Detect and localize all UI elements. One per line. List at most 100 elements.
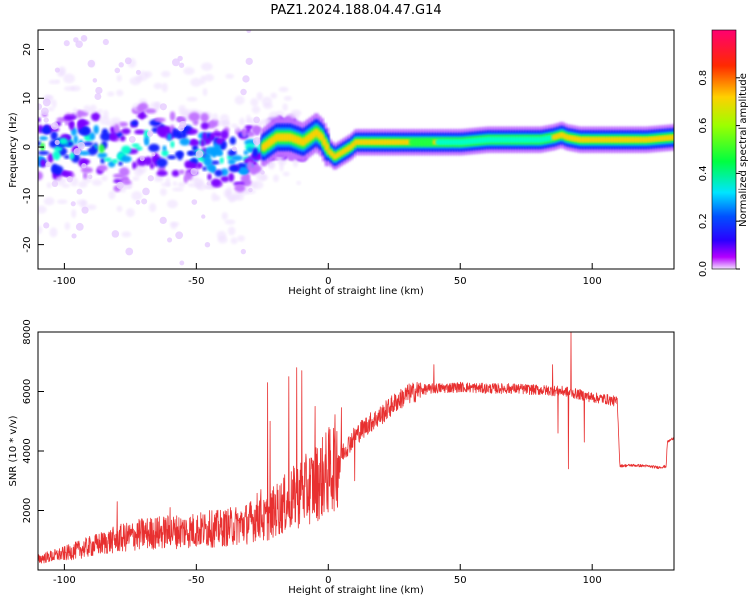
- spectrogram-cell: [71, 233, 77, 239]
- spectrogram-cell: [207, 173, 212, 181]
- spectrogram-cell: [161, 182, 172, 187]
- spectrogram-cell: [263, 141, 269, 149]
- spectrogram-cell: [139, 102, 149, 111]
- spectrogram-cell: [593, 137, 599, 143]
- spectrogram-cell: [111, 230, 120, 238]
- spectrogram-cell: [211, 192, 218, 202]
- colorbar-tick-label: 0.2: [698, 213, 709, 229]
- spectrogram-cell: [63, 154, 70, 159]
- spectrogram-cell: [186, 151, 199, 156]
- spectrogram-cell: [203, 156, 213, 167]
- spectrogram-cell: [440, 139, 446, 145]
- spectrogram-cell: [530, 137, 536, 143]
- spectrogram-cell: [186, 96, 198, 102]
- spectrogram-cell: [477, 138, 483, 143]
- colorbar-tick-label: 0.4: [698, 165, 709, 181]
- spectrogram-cell: [43, 117, 49, 123]
- spectrogram-cell: [172, 128, 178, 137]
- spectrogram-cell: [135, 200, 141, 205]
- spectrogram-cell: [186, 162, 198, 169]
- spectrogram-x-axis-label: Height of straight line (km): [288, 286, 424, 297]
- snr-x-tick-label: 100: [583, 575, 602, 586]
- spectrogram-cell: [188, 139, 200, 146]
- spectrogram-cell: [567, 135, 573, 141]
- spectrogram-cell: [285, 133, 290, 141]
- spectrogram-cell: [200, 122, 210, 130]
- spectrogram-cell: [207, 121, 216, 129]
- spectrogram-cell: [176, 150, 184, 161]
- spectrogram-cell: [636, 137, 641, 143]
- spectrogram-y-axis-label: Frequency (Hz): [8, 112, 19, 188]
- spectrogram-cell: [519, 137, 525, 143]
- spectrogram-cell: [217, 230, 227, 241]
- spectrogram-cell: [324, 143, 330, 151]
- spectrogram-cell: [171, 58, 180, 67]
- spectrogram-cell: [380, 139, 385, 145]
- spectrogram-cell: [546, 135, 551, 141]
- spectrogram-cell: [246, 160, 254, 171]
- spectrogram-cell: [469, 138, 475, 144]
- spectrogram-cell: [83, 105, 92, 114]
- spectrogram-cell: [99, 116, 111, 125]
- spectrogram-cell: [628, 137, 633, 143]
- spectrogram-cell: [456, 139, 462, 145]
- spectrogram-cell: [76, 109, 83, 119]
- spectrogram-cell: [630, 137, 636, 143]
- spectrogram-cell: [109, 133, 118, 141]
- spectrogram-cell: [435, 139, 441, 145]
- spectrogram-cell: [149, 202, 157, 213]
- spectrogram-cell: [156, 170, 168, 177]
- spectrogram-cell: [244, 125, 254, 130]
- spectrogram-cell: [657, 136, 662, 141]
- spectrogram-cell: [118, 62, 124, 68]
- spectrogram-cell: [332, 154, 338, 160]
- spectrogram-cell: [295, 136, 301, 144]
- spectrogram-cell: [228, 165, 240, 173]
- spectrogram-cell: [142, 187, 150, 196]
- spectrogram-cell: [646, 137, 652, 142]
- spectrogram-cell: [129, 76, 142, 86]
- spectrogram-cell: [504, 137, 509, 143]
- spectrogram-cell: [112, 173, 125, 179]
- spectrogram-cell: [665, 135, 670, 141]
- spectrogram-cell: [220, 175, 230, 183]
- spectrogram-cell: [124, 57, 132, 65]
- spectrogram-y-tick-label: -20: [22, 236, 33, 252]
- spectrogram-cell: [38, 225, 43, 235]
- spectrogram-cell: [343, 147, 348, 153]
- spectrogram-cell: [159, 103, 167, 111]
- spectrogram-cell: [38, 117, 41, 123]
- colorbar-tick-label: 0.0: [698, 261, 709, 277]
- spectrogram-cell: [58, 137, 68, 145]
- spectrogram-cell: [472, 138, 478, 144]
- spectrogram-cell: [196, 163, 203, 169]
- spectrogram-cell: [240, 248, 247, 255]
- spectrogram-cell: [170, 140, 175, 148]
- spectrogram-x-tick-label: 50: [454, 276, 467, 287]
- spectrogram-cell: [261, 143, 266, 151]
- spectrogram-cell: [298, 137, 303, 145]
- spectrogram-cell: [211, 132, 223, 137]
- spectrogram-cell: [245, 57, 253, 65]
- spectrogram-cell: [179, 109, 188, 116]
- spectrogram-y-tick-label: 10: [22, 92, 33, 105]
- spectrogram-cell: [461, 139, 467, 145]
- spectrogram-cell: [166, 133, 172, 142]
- spectrogram-y-ticks: -20 -10 0 10 20: [22, 43, 44, 253]
- spectrogram-marks: [38, 30, 674, 266]
- spectrogram-cell: [97, 108, 103, 114]
- spectrogram-cell: [202, 166, 207, 172]
- spectrogram-cell: [38, 141, 42, 146]
- spectrogram-cell: [146, 108, 157, 114]
- spectrogram-cell: [231, 146, 237, 152]
- spectrogram-cell: [175, 231, 184, 240]
- spectrogram-cell: [116, 205, 123, 212]
- spectrogram-cell: [156, 157, 168, 168]
- snr-series-line: [38, 332, 674, 564]
- spectrogram-cell: [166, 154, 177, 160]
- spectrogram-cell: [575, 136, 580, 142]
- spectrogram-cell: [607, 137, 612, 143]
- spectrogram-cell: [551, 134, 557, 140]
- spectrogram-cell: [200, 112, 209, 123]
